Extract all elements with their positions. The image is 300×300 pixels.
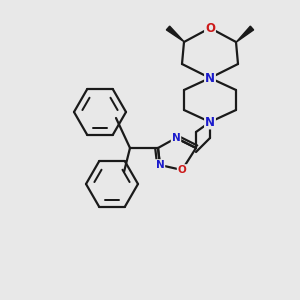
Polygon shape [236, 26, 254, 42]
Text: O: O [178, 165, 186, 175]
Polygon shape [167, 26, 184, 42]
Text: O: O [205, 22, 215, 34]
Text: N: N [205, 71, 215, 85]
Text: N: N [172, 133, 180, 143]
Text: N: N [205, 116, 215, 128]
Text: N: N [156, 160, 164, 170]
